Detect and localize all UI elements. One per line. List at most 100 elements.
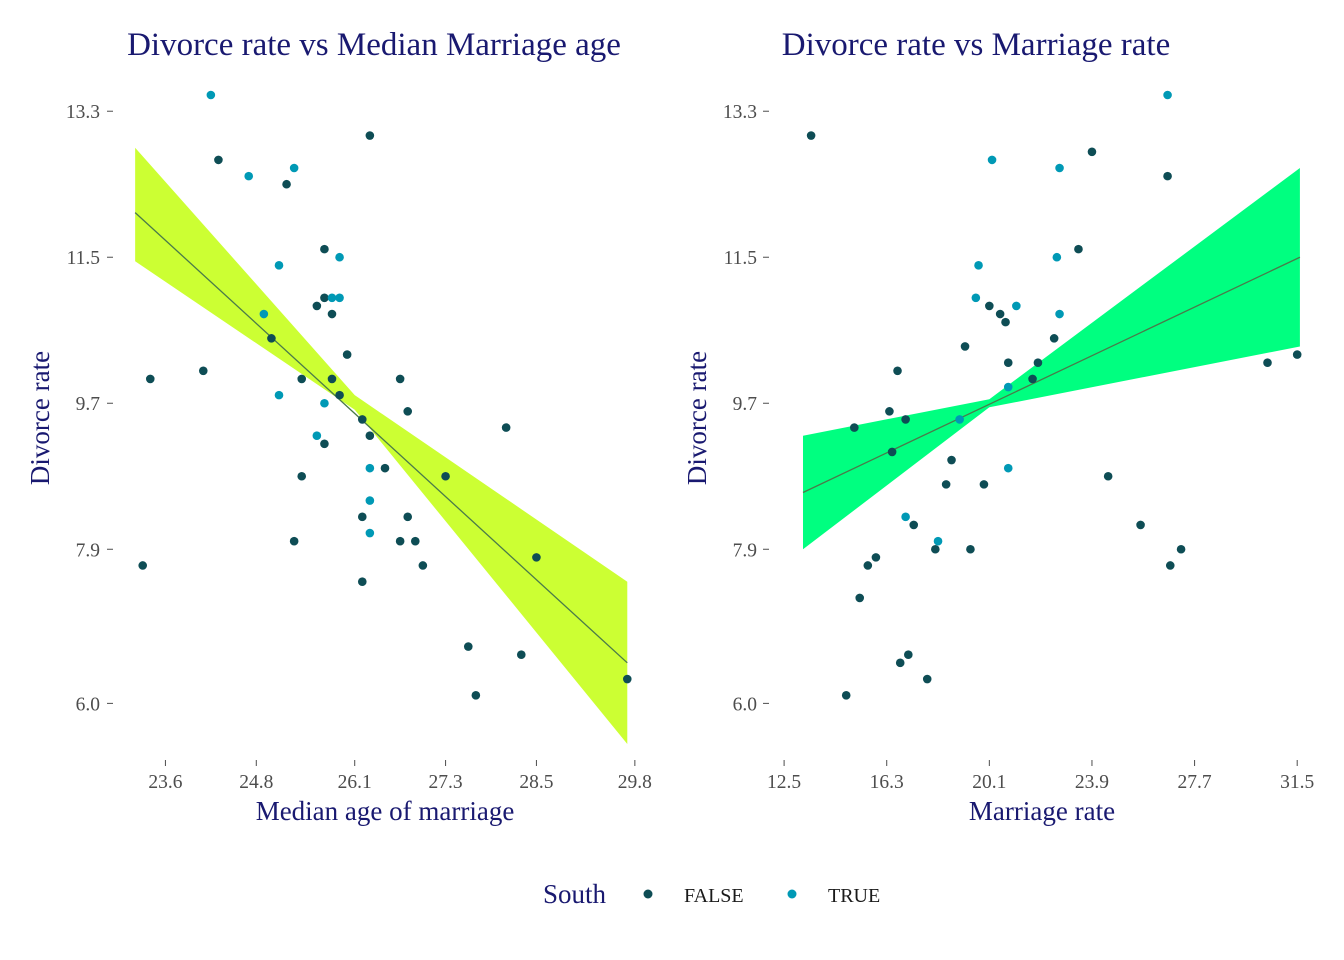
x-tick-label: 29.8 xyxy=(618,772,652,793)
data-point-false xyxy=(922,674,932,684)
data-point-true xyxy=(1055,309,1064,319)
data-point-false xyxy=(410,536,420,546)
data-point-false xyxy=(871,553,881,562)
data-point-false xyxy=(327,374,337,384)
x-tick-label: 31.5 xyxy=(1280,772,1314,793)
data-point-true xyxy=(206,90,216,100)
data-point-false xyxy=(887,447,897,457)
data-point-true xyxy=(1012,301,1021,311)
data-point-false xyxy=(297,471,307,481)
x-tick-label: 20.1 xyxy=(972,772,1006,793)
data-point-true xyxy=(987,155,997,165)
data-point-false xyxy=(327,309,337,319)
data-point-false xyxy=(403,407,413,416)
chart-title: Divorce rate vs Median Marriage age xyxy=(127,27,621,63)
data-point-false xyxy=(1163,171,1172,181)
data-point-true xyxy=(259,309,269,319)
x-tick-label: 23.6 xyxy=(148,772,182,793)
y-tick-label: 13.3 xyxy=(723,102,757,123)
data-point-false xyxy=(806,131,816,140)
data-point-false xyxy=(960,342,970,351)
x-tick-label: 24.8 xyxy=(239,772,273,793)
legend: South FALSE TRUE xyxy=(543,879,880,909)
data-point-false xyxy=(985,301,994,311)
data-point-false xyxy=(1103,471,1113,481)
data-point-false xyxy=(312,301,322,311)
data-point-true xyxy=(901,512,910,522)
regression-line xyxy=(134,212,628,664)
data-point-false xyxy=(342,350,352,359)
data-point-true xyxy=(955,415,964,424)
data-point-false xyxy=(297,374,307,384)
data-point-false xyxy=(855,593,865,603)
data-point-true xyxy=(1055,163,1064,173)
data-point-false xyxy=(198,366,208,376)
data-point-false xyxy=(357,415,367,424)
data-point-true xyxy=(365,463,375,473)
panel-marriage-rate: Divorce rate vs Marriage rate 12.5 16.3 20… xyxy=(682,27,1314,826)
data-point-false xyxy=(267,334,276,343)
data-point-false xyxy=(1087,147,1097,157)
data-point-false xyxy=(841,690,851,700)
data-point-false xyxy=(365,431,375,440)
data-point-false xyxy=(995,309,1005,319)
x-tick-label: 26.1 xyxy=(338,772,372,793)
y-tick-label: 11.5 xyxy=(724,248,757,269)
confidence-band xyxy=(803,168,1300,550)
data-point-false xyxy=(904,650,913,660)
data-point-false xyxy=(1003,358,1013,367)
data-point-false xyxy=(335,390,344,400)
data-point-true xyxy=(933,536,943,546)
data-point-true xyxy=(365,528,375,538)
x-tick-label: 27.7 xyxy=(1178,772,1212,793)
legend-label-true: TRUE xyxy=(828,885,880,907)
data-point-false xyxy=(1033,358,1043,367)
data-point-true xyxy=(274,261,284,270)
x-tick-label: 27.3 xyxy=(429,772,463,793)
data-point-false xyxy=(441,471,450,481)
chart-title: Divorce rate vs Marriage rate xyxy=(782,27,1170,63)
y-tick-label: 13.3 xyxy=(66,102,100,123)
data-point-true xyxy=(1052,252,1062,262)
legend-title: South xyxy=(543,879,607,909)
data-point-false xyxy=(145,374,155,384)
data-point-true xyxy=(320,398,329,408)
regression-line xyxy=(802,256,1301,494)
data-point-false xyxy=(622,674,632,684)
legend-key-false xyxy=(643,889,653,899)
y-tick-label: 9.7 xyxy=(733,394,758,415)
data-point-true xyxy=(971,293,981,303)
data-point-true xyxy=(1003,382,1013,392)
data-point-false xyxy=(516,650,526,660)
data-point-true xyxy=(289,163,299,173)
data-point-false xyxy=(901,415,910,424)
data-point-false xyxy=(931,544,940,554)
data-point-false xyxy=(1028,374,1037,384)
data-point-true xyxy=(327,293,337,303)
data-point-false xyxy=(320,293,329,303)
y-axis-title: Divorce rate xyxy=(25,351,55,485)
data-point-false xyxy=(501,423,511,432)
data-point-false xyxy=(1263,358,1272,367)
data-point-false xyxy=(1074,244,1083,254)
data-point-false xyxy=(365,131,375,140)
data-point-true xyxy=(335,293,344,303)
data-point-false xyxy=(380,463,390,473)
data-point-false xyxy=(357,512,367,522)
data-point-false xyxy=(893,366,902,376)
data-point-true xyxy=(244,171,254,181)
data-point-false xyxy=(966,544,975,554)
data-point-false xyxy=(947,455,956,465)
data-point-false xyxy=(1292,350,1302,359)
data-point-false xyxy=(357,577,367,587)
data-point-false xyxy=(979,480,989,489)
data-point-false xyxy=(850,423,859,432)
data-point-false xyxy=(395,374,405,384)
data-point-false xyxy=(320,244,329,254)
data-point-false xyxy=(863,561,873,570)
data-point-false xyxy=(395,536,405,546)
data-point-false xyxy=(1049,334,1059,343)
data-point-false xyxy=(282,179,291,189)
data-point-false xyxy=(214,155,223,165)
